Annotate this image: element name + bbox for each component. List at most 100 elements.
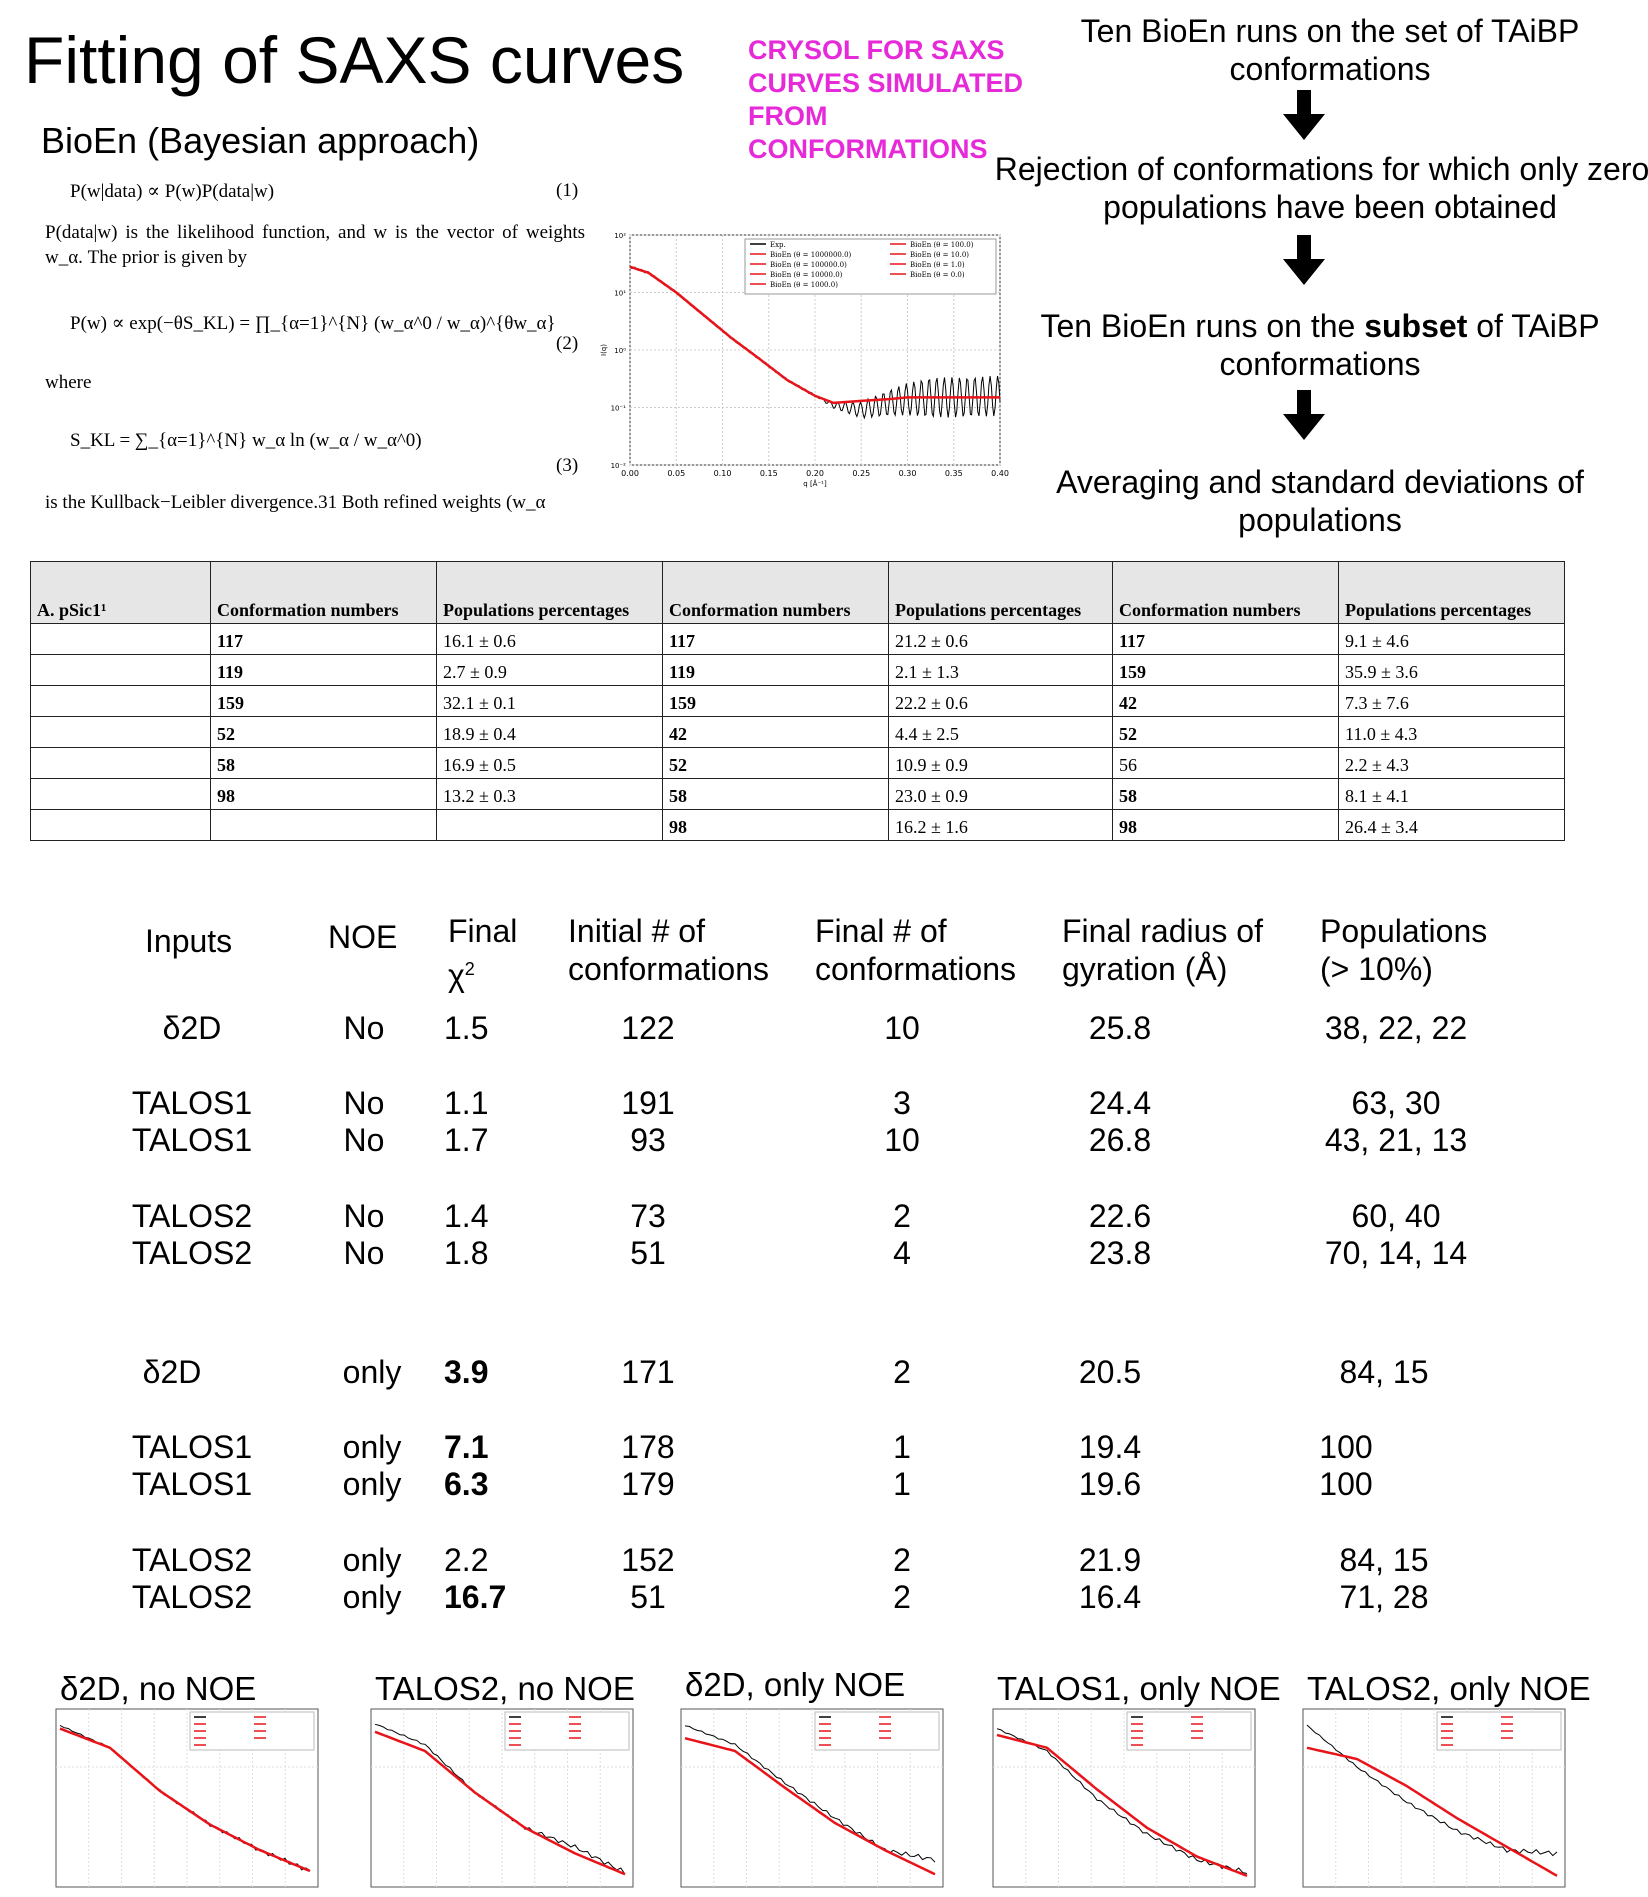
result-rg: 22.6 xyxy=(1088,1198,1152,1234)
plot-legend xyxy=(1126,1711,1252,1751)
result-noe: only xyxy=(342,1579,402,1615)
plot-legend xyxy=(814,1711,940,1751)
small-saxs-plot xyxy=(1302,1708,1566,1888)
saxs-chart: 0.00 0.05 0.10 0.15 0.20 0.25 0.30 0.35 0.40 10² 1… xyxy=(600,232,1009,488)
flow-step-4: Averaging and standard deviations of pop… xyxy=(1056,464,1584,538)
equation-1: P(w|data) ∝ P(w)P(data|w) xyxy=(70,181,275,202)
result-input: TALOS2 xyxy=(131,1235,253,1271)
small-saxs-plot xyxy=(992,1708,1256,1888)
equation-3: S_KL = ∑_{α=1}^{N} w_α ln (w_α / w_α^0) xyxy=(70,430,422,451)
table-cell xyxy=(30,778,211,810)
small-plot-label: δ2D, only NOE xyxy=(685,1666,906,1703)
table-cell: 52 xyxy=(662,747,889,779)
result-rg: 19.6 xyxy=(1078,1466,1142,1502)
x-tick-label: 0.25 xyxy=(852,469,870,478)
legend-label: BioEn (θ = 1000.0) xyxy=(770,281,838,289)
legend-label: BioEn (θ = 10000.0) xyxy=(770,271,843,279)
populations-table: A. pSic1¹ Conformation numbers Populatio… xyxy=(30,561,1565,841)
x-tick-label: 0.10 xyxy=(714,469,732,478)
table-cell: 119 xyxy=(662,654,889,686)
y-tick-label: 10⁻² xyxy=(611,462,627,470)
table-header: Conformation numbers xyxy=(1112,561,1339,624)
result-chi: 16.7 xyxy=(444,1579,507,1615)
table-cell: 26.4 ± 3.4 xyxy=(1338,809,1565,841)
table-row: 159 32.1 ± 0.1 159 22.2 ± 0.6 42 7.3 ± 7.6 xyxy=(30,685,1565,717)
result-init: 171 xyxy=(621,1354,675,1390)
table-cell: 18.9 ± 0.4 xyxy=(436,716,663,748)
result-pops: 70, 14, 14 xyxy=(1324,1235,1468,1271)
down-arrow-icon xyxy=(1283,90,1325,140)
result-rg: 16.4 xyxy=(1078,1579,1142,1615)
y-tick-label: 10¹ xyxy=(614,290,626,298)
table-header: A. pSic1¹ xyxy=(30,561,211,624)
result-final: 2 xyxy=(893,1354,911,1390)
table-cell: 16.9 ± 0.5 xyxy=(436,747,663,779)
col-chi-line1: Final xyxy=(448,913,518,949)
flow-step-3-pre: Ten BioEn runs on the xyxy=(1040,308,1365,344)
result-rg: 19.4 xyxy=(1078,1429,1142,1465)
result-rg: 25.8 xyxy=(1088,1010,1152,1046)
result-final: 4 xyxy=(893,1235,911,1271)
result-final: 10 xyxy=(884,1010,920,1046)
small-saxs-plot xyxy=(680,1708,944,1888)
table-cell: 16.1 ± 0.6 xyxy=(436,623,663,655)
flow-step-3-post: of TAiBP conformations xyxy=(1219,308,1600,382)
flow-step-1: Ten BioEn runs on the set of TAiBP confo… xyxy=(1080,13,1580,87)
table-cell: 56 xyxy=(1112,747,1339,779)
col-chi-sup: 2 xyxy=(464,959,475,979)
result-noe: No xyxy=(343,1122,385,1158)
result-pops: 100 xyxy=(1319,1429,1373,1465)
col-chi: Final χ2 xyxy=(448,912,517,995)
small-plot-label: δ2D, no NOE xyxy=(60,1670,257,1707)
table-header: Conformation numbers xyxy=(210,561,437,624)
flow-step-3-bold: subset xyxy=(1364,308,1468,344)
table-cell: 8.1 ± 4.1 xyxy=(1338,778,1565,810)
table-cell: 119 xyxy=(210,654,437,686)
col-final-line1: Final # of xyxy=(815,913,947,949)
table-cell xyxy=(30,623,211,655)
table-header: Populations percentages xyxy=(436,561,663,624)
col-initial-line2: conformations xyxy=(568,951,769,987)
where-text: where xyxy=(45,372,92,393)
table-header: Populations percentages xyxy=(888,561,1113,624)
exp-curve xyxy=(684,1725,936,1863)
col-rg: Final radius of gyration (Å) xyxy=(1062,912,1263,988)
result-init: 73 xyxy=(630,1198,666,1234)
result-noe: only xyxy=(342,1542,402,1578)
legend-label: Exp. xyxy=(770,241,786,249)
result-pops: 38, 22, 22 xyxy=(1324,1010,1468,1046)
table-row: 117 16.1 ± 0.6 117 21.2 ± 0.6 117 9.1 ± 4.6 xyxy=(30,623,1565,655)
table-cell xyxy=(436,809,663,841)
table-header: Conformation numbers xyxy=(662,561,889,624)
result-chi: 1.8 xyxy=(444,1235,489,1271)
table-cell: 22.2 ± 0.6 xyxy=(888,685,1113,717)
result-final: 1 xyxy=(893,1466,911,1502)
fit-curve xyxy=(1306,1746,1558,1877)
col-rg-line1: Final radius of xyxy=(1062,913,1263,949)
table-cell: 7.3 ± 7.6 xyxy=(1338,685,1565,717)
result-pops: 84, 15 xyxy=(1339,1542,1429,1578)
col-noe: NOE xyxy=(328,919,398,955)
result-input: TALOS1 xyxy=(131,1122,253,1158)
result-noe: No xyxy=(343,1010,385,1046)
result-chi: 1.7 xyxy=(444,1122,489,1158)
down-arrow-icon xyxy=(1283,235,1325,285)
result-final: 2 xyxy=(893,1198,911,1234)
result-chi: 7.1 xyxy=(444,1429,489,1465)
plot-legend xyxy=(189,1711,315,1751)
chart-legend xyxy=(744,238,997,295)
legend-label: BioEn (θ = 1000000.0) xyxy=(770,251,852,259)
legend-label: BioEn (θ = 10.0) xyxy=(910,251,969,259)
likelihood-text: P(data|w) is the likelihood function, an… xyxy=(45,222,585,268)
result-final: 1 xyxy=(893,1429,911,1465)
table-cell: 98 xyxy=(1112,809,1339,841)
plot-legend xyxy=(504,1711,630,1751)
col-pop-line2: (> 10%) xyxy=(1320,951,1433,987)
plot-legend xyxy=(1436,1711,1562,1751)
result-input: δ2D xyxy=(142,1354,202,1390)
table-cell: 16.2 ± 1.6 xyxy=(888,809,1113,841)
col-initial-line1: Initial # of xyxy=(568,913,705,949)
kl-text: is the Kullback−Leibler divergence.31 Bo… xyxy=(45,492,546,513)
table-header-row: A. pSic1¹ Conformation numbers Populatio… xyxy=(30,561,1565,624)
table-row: 98 16.2 ± 1.6 98 26.4 ± 3.4 xyxy=(30,809,1565,841)
